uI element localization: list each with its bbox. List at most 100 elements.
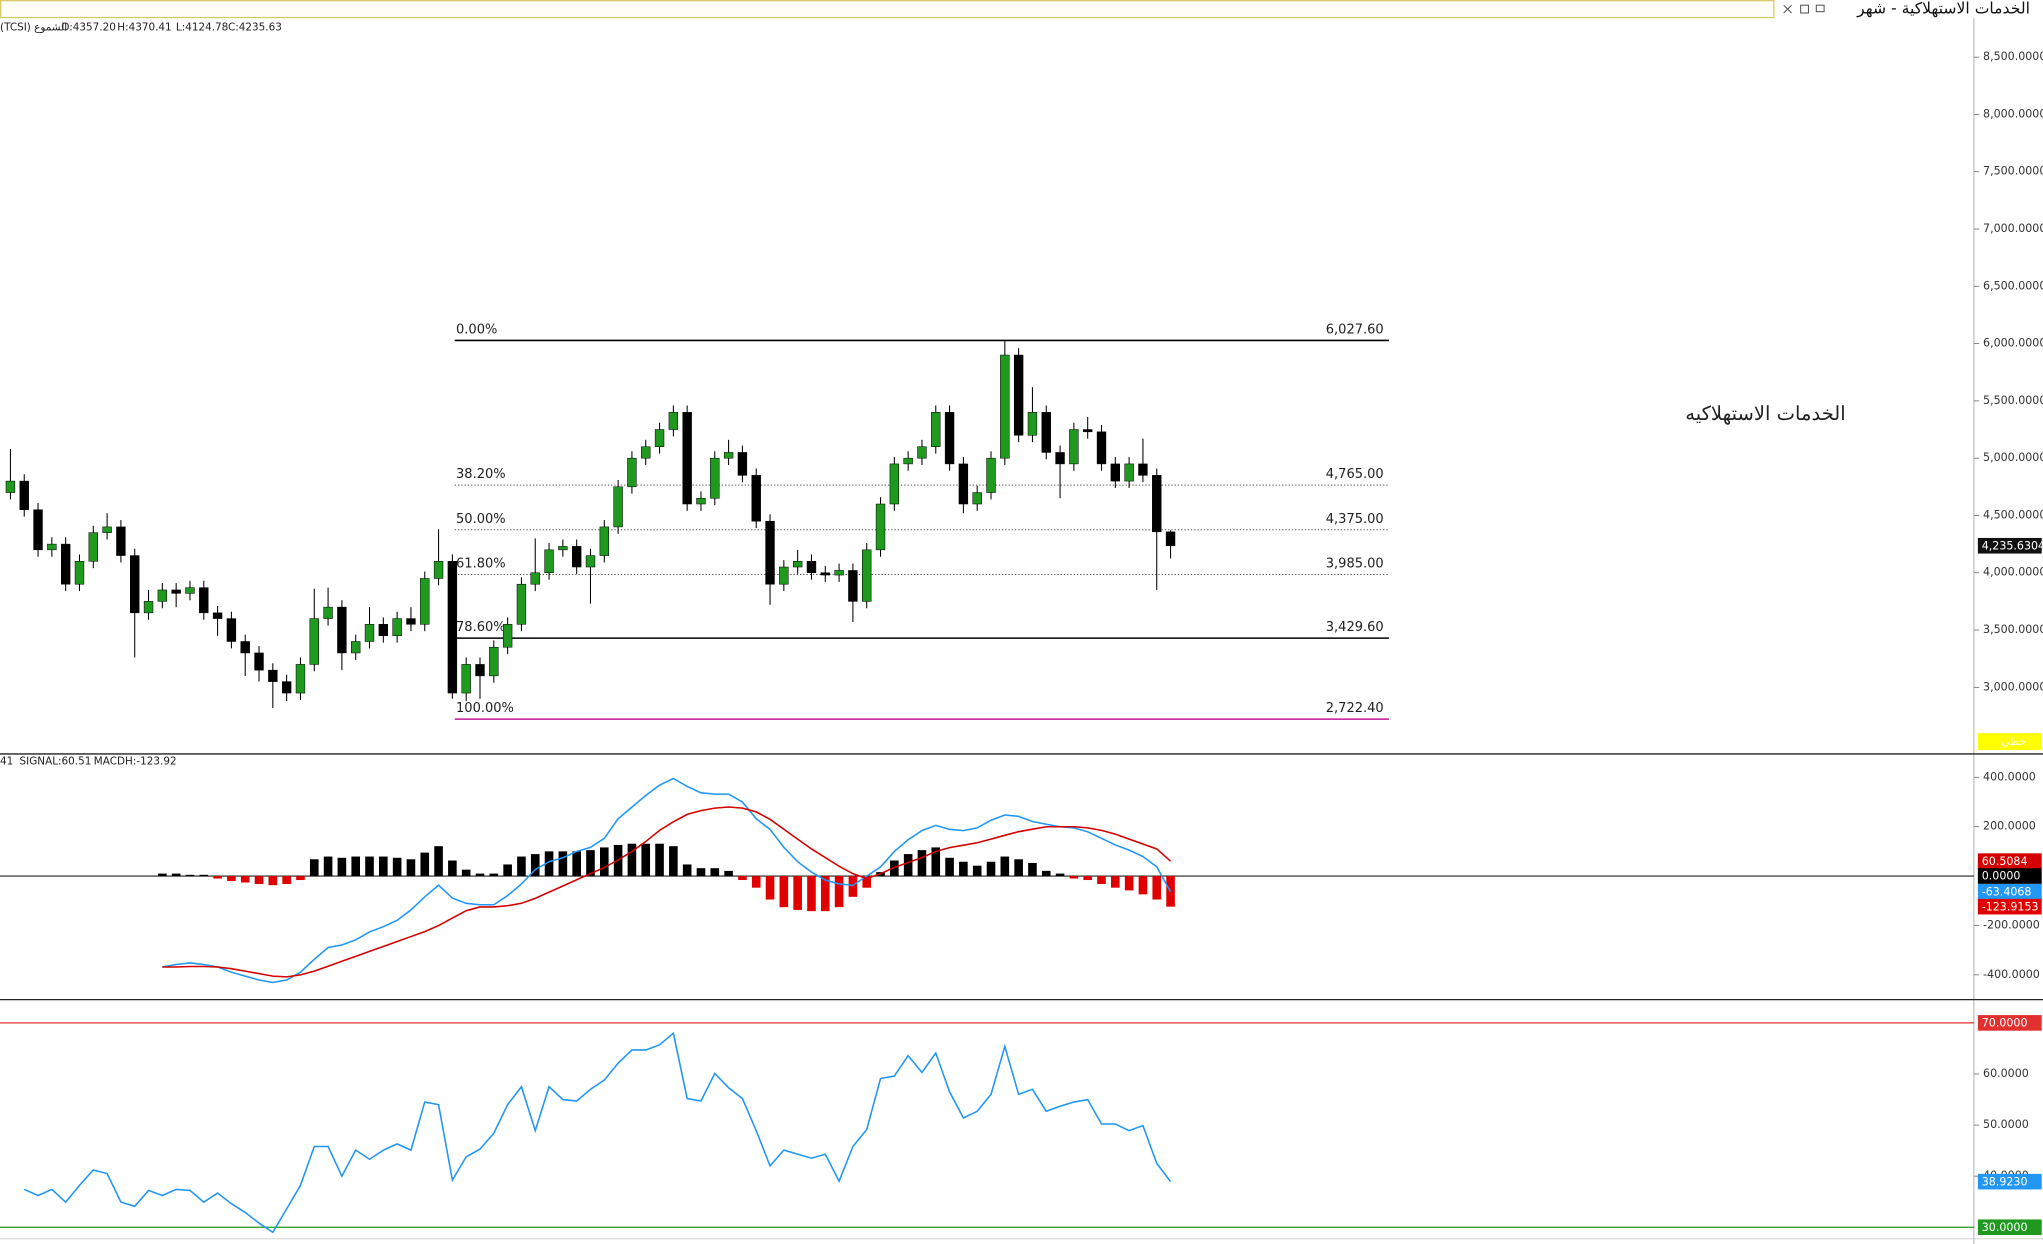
candle-body — [848, 570, 858, 602]
candle — [5, 449, 16, 500]
y-tick-label: 8,500.0000 — [1983, 50, 2043, 63]
candle — [1152, 468, 1162, 590]
y-tick-label: 7,000.0000 — [1983, 222, 2043, 235]
candle — [60, 537, 71, 592]
candle — [765, 514, 775, 605]
y-tick-label: 3,000.0000 — [1983, 680, 2043, 693]
histogram-bar — [848, 876, 858, 897]
candle — [1165, 530, 1176, 559]
candle — [792, 549, 803, 574]
candle-body — [862, 549, 872, 602]
info-label: O:4357.20 — [61, 21, 116, 33]
value-tag — [1977, 1015, 2042, 1031]
maximize-button[interactable] — [1800, 4, 1809, 14]
histogram-bar — [517, 856, 526, 877]
close-button[interactable] — [1783, 4, 1792, 14]
y-tick-label: 50.0000 — [1983, 1118, 2029, 1131]
histogram-bar — [779, 876, 789, 908]
candle-body — [723, 452, 734, 459]
histogram-bar — [655, 843, 664, 877]
candle-body — [682, 412, 692, 505]
histogram-bar — [945, 857, 954, 877]
histogram-bar — [309, 859, 319, 877]
histogram-bar — [669, 846, 678, 877]
candle-body — [641, 446, 651, 459]
candle — [862, 542, 872, 609]
y-tick-label: 400.0000 — [1983, 770, 2036, 783]
window-buttons[interactable] — [1783, 4, 1825, 14]
candle-body — [185, 587, 195, 594]
candle-body — [530, 572, 540, 585]
candle — [1013, 348, 1024, 443]
candle — [406, 607, 416, 632]
y-tick-label: 5,500.0000 — [1983, 394, 2043, 407]
candle-body — [60, 543, 71, 585]
candle — [309, 588, 319, 672]
candle-body — [516, 583, 527, 625]
histogram-bar — [171, 873, 181, 877]
histogram-bar — [448, 860, 457, 877]
fib-price: 4,765.00 — [1326, 467, 1384, 482]
candle-body — [199, 587, 209, 614]
histogram-bar — [1069, 876, 1079, 879]
info-label: (TCSI) الشموع — [0, 21, 67, 33]
candle-body — [875, 503, 886, 551]
candle — [185, 580, 195, 601]
candle-body — [779, 566, 789, 585]
top-bar — [0, 0, 1775, 19]
candle-body — [751, 475, 761, 522]
candle-body — [1096, 431, 1107, 465]
value-tag — [1977, 1219, 2042, 1236]
candle — [102, 513, 112, 540]
candle — [641, 439, 651, 466]
histogram-bar — [1111, 876, 1120, 888]
candle-body — [613, 486, 623, 528]
value-tag-label: 4,235.6304 — [1982, 539, 2043, 552]
histogram-bar — [158, 873, 167, 877]
histogram-bar — [1055, 873, 1065, 877]
candle-body — [47, 543, 57, 551]
candle-body — [1041, 412, 1051, 453]
candle-body — [903, 457, 913, 465]
histogram-bar — [544, 851, 554, 877]
fib-price: 4,375.00 — [1326, 512, 1384, 527]
fib-percent: 78.60% — [456, 620, 506, 635]
histogram-bar — [600, 847, 609, 877]
value-tag-label: 60.5084 — [1982, 855, 2028, 868]
fib-percent: 38.20% — [456, 467, 506, 482]
candle — [433, 529, 444, 586]
histogram-bar — [1028, 862, 1037, 877]
candle-body — [157, 589, 168, 602]
info-label: C:4235.63 — [228, 21, 282, 33]
histogram-bar — [931, 847, 941, 877]
candle-body — [696, 498, 706, 505]
histogram-bar — [710, 868, 720, 877]
candle-body — [5, 480, 16, 493]
candle — [875, 497, 886, 557]
candle — [516, 577, 527, 632]
fib-percent: 100.00% — [456, 701, 514, 716]
histogram-bar — [1000, 856, 1010, 877]
candle-body — [351, 641, 361, 654]
value-tag — [1977, 868, 2042, 884]
candle — [1082, 416, 1093, 439]
y-tick-label: -400.0000 — [1983, 968, 2040, 981]
y-tick-label: 5,000.0000 — [1983, 451, 2043, 464]
histogram-bar — [406, 859, 416, 877]
histogram-bar — [1138, 876, 1148, 895]
candle — [1138, 438, 1148, 483]
candle-body — [944, 412, 955, 465]
candle-body — [1152, 475, 1162, 533]
candle-body — [654, 429, 665, 447]
candle-body — [806, 561, 817, 574]
fib-price: 6,027.60 — [1326, 323, 1384, 338]
histogram-bar — [461, 869, 471, 877]
restore-button[interactable] — [1815, 4, 1825, 13]
candle — [917, 439, 927, 466]
candle — [33, 502, 43, 557]
candle — [806, 554, 817, 580]
histogram-bar — [323, 856, 333, 877]
histogram-bar — [475, 873, 485, 877]
candle — [88, 525, 98, 569]
candle-body — [1138, 463, 1148, 476]
